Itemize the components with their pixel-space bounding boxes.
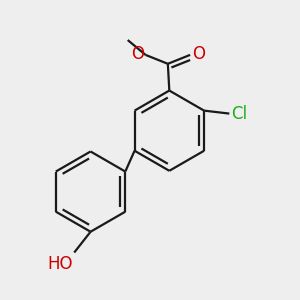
Text: O: O <box>131 45 144 63</box>
Text: O: O <box>193 45 206 63</box>
Text: HO: HO <box>47 255 73 273</box>
Text: Cl: Cl <box>231 105 247 123</box>
